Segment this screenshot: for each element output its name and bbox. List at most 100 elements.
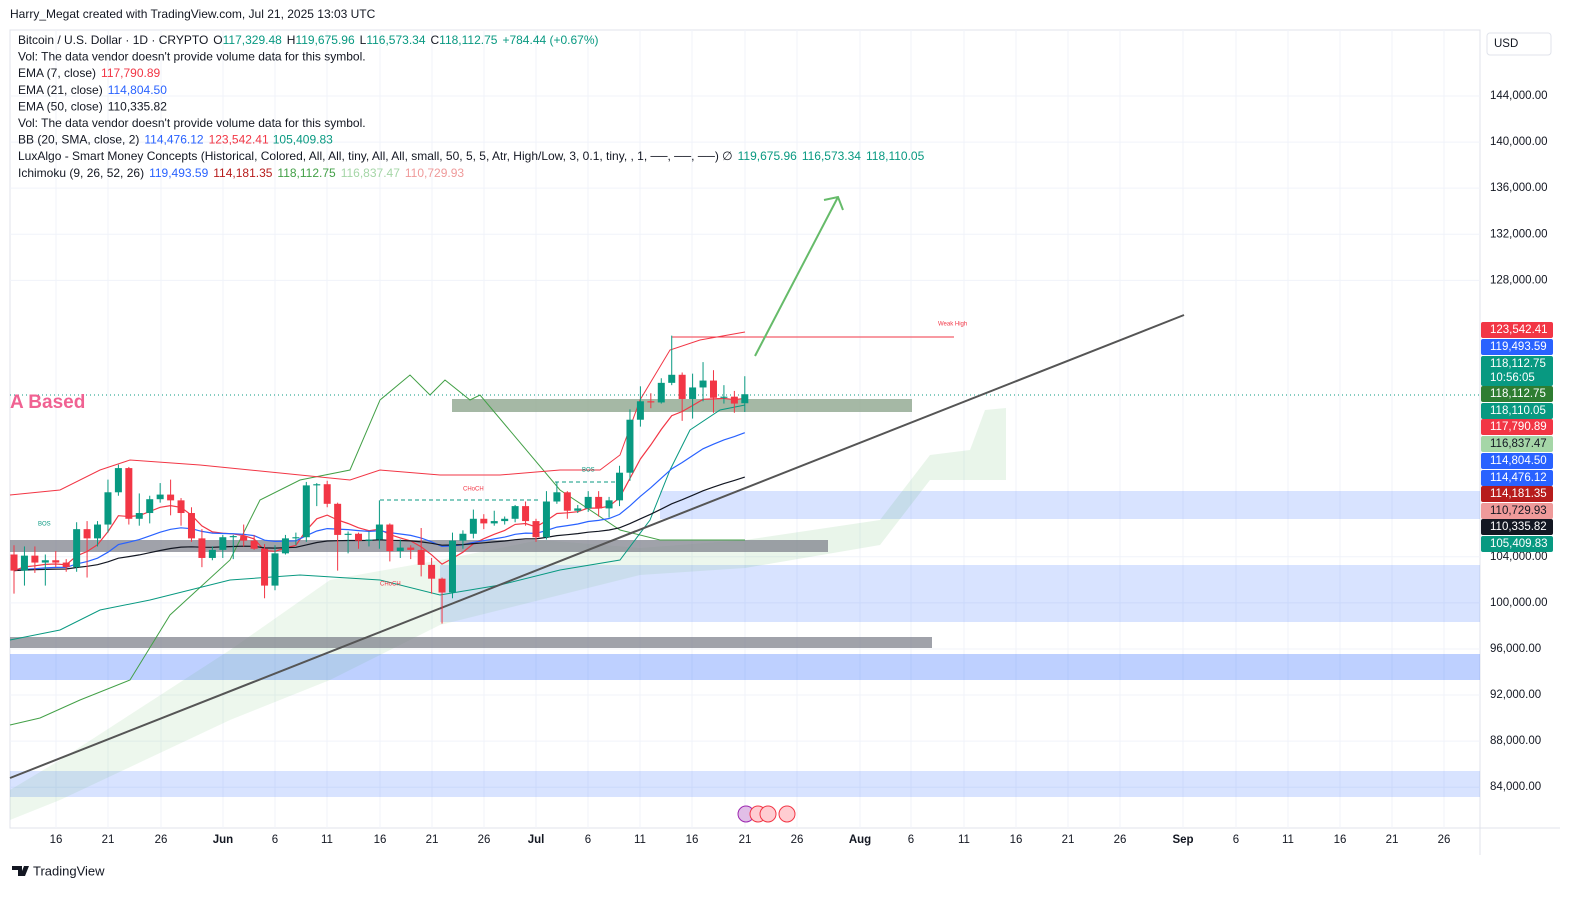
- y-tick-label: 100,000.00: [1490, 597, 1548, 609]
- candle-body: [10, 554, 18, 571]
- y-tick-label: 84,000.00: [1490, 781, 1541, 793]
- candle-body: [125, 468, 133, 519]
- candle-body: [438, 578, 446, 593]
- legend-text: 105,409.83: [273, 133, 333, 147]
- candle-body: [187, 513, 195, 539]
- legend-text: 118,110.05: [866, 149, 925, 163]
- price-label-box: [1481, 339, 1553, 355]
- candle-body: [553, 492, 561, 502]
- x-tick-label: Aug: [849, 834, 871, 846]
- candle-body: [375, 524, 383, 540]
- price-label: 118,112.75: [1490, 388, 1546, 400]
- annotation: BOS: [38, 522, 51, 528]
- y-tick-label: 144,000.00: [1490, 90, 1548, 102]
- legend-text: +784.44 (+0.67%): [502, 33, 598, 47]
- candle-body: [574, 508, 582, 511]
- price-label-box: [1481, 403, 1553, 419]
- x-tick-label: 26: [1438, 834, 1451, 846]
- legend: Bitcoin / U.S. Dollar · 1D · CRYPTO O117,…: [18, 33, 925, 180]
- legend-text: 118,112.75: [439, 33, 498, 47]
- annotation: A Based: [10, 392, 85, 413]
- brand: TradingView: [33, 863, 105, 878]
- price-label: 118,112.75: [1490, 358, 1546, 370]
- time-axis: 16 21 26 Jun 6 11 16 21 26 Jul 6 11 16 21 26 Aug 6 11 16 21…: [50, 834, 1451, 846]
- legend-text: C: [431, 33, 440, 47]
- currency-button[interactable]: [1486, 32, 1552, 56]
- candle-body: [250, 540, 258, 549]
- x-tick-label: 6: [1233, 834, 1239, 846]
- bb-upper: [9, 331, 746, 496]
- legend-line: EMA (7, close) 117,790.89: [18, 66, 161, 80]
- x-tick-label: 21: [739, 834, 752, 846]
- legend-text: 119,675.96: [295, 33, 354, 47]
- candle-body: [73, 529, 81, 568]
- y-tick-label: 92,000.00: [1490, 689, 1541, 701]
- legend-text: LuxAlgo - Smart Money Concepts (Historic…: [18, 149, 733, 163]
- candle-body: [511, 506, 519, 519]
- price-label: 110,335.82: [1490, 521, 1547, 533]
- candle-body: [344, 533, 352, 535]
- candle-body: [459, 533, 467, 541]
- legend-text: 114,476.12: [144, 133, 203, 147]
- candle-body: [501, 518, 509, 522]
- x-tick-label: 26: [791, 834, 804, 846]
- event-icons: [737, 805, 796, 823]
- legend-text: Bitcoin / U.S. Dollar · 1D · CRYPTO: [18, 33, 208, 47]
- legend-text: 116,837.47: [341, 166, 400, 180]
- x-tick-label: 26: [155, 834, 168, 846]
- candles: [10, 335, 749, 624]
- legend-line: Ichimoku (9, 26, 52, 26) 119,493.59 114,18…: [18, 166, 464, 180]
- candle-body: [584, 496, 592, 509]
- candle-body: [281, 538, 289, 554]
- candle-body: [730, 396, 738, 404]
- candle-body: [271, 553, 279, 586]
- legend-text: Ichimoku (9, 26, 52, 26): [18, 166, 144, 180]
- candle-body: [302, 485, 310, 538]
- legend-text: EMA (7, close): [18, 66, 96, 80]
- candle-body: [626, 419, 634, 473]
- y-tick-label: 140,000.00: [1490, 136, 1548, 148]
- x-tick-label: 21: [1062, 834, 1075, 846]
- currency: USD: [1494, 38, 1518, 50]
- x-tick-label: Jul: [528, 834, 545, 846]
- event-icon[interactable]: [778, 805, 796, 823]
- candle-body: [709, 380, 717, 398]
- event-icon[interactable]: [759, 805, 777, 823]
- legend-line: Vol: The data vendor doesn't provide vol…: [18, 116, 366, 130]
- candle-body: [355, 533, 363, 541]
- candle-body: [720, 396, 728, 398]
- annotation: Weak High: [938, 322, 967, 328]
- candle-body: [636, 401, 644, 420]
- legend-line: EMA (21, close) 114,804.50: [18, 83, 167, 97]
- legend-text: 117,790.89: [101, 66, 160, 80]
- legend-text: EMA (21, close): [18, 83, 103, 97]
- price-label-countdown: 10:56:05: [1490, 372, 1535, 384]
- trend-line: [9, 314, 1185, 779]
- candle-body: [616, 472, 624, 501]
- x-tick-label: 26: [478, 834, 491, 846]
- price-label: 110,729.93: [1490, 505, 1547, 517]
- price-label-box: [1481, 453, 1553, 469]
- zone: [440, 565, 1480, 622]
- y-tick-label: 88,000.00: [1490, 735, 1541, 747]
- price-label: 114,804.50: [1490, 455, 1547, 467]
- y-tick-label: 128,000.00: [1490, 274, 1548, 286]
- legend-text: 114,804.50: [108, 83, 167, 97]
- y-tick-label: 104,000.00: [1490, 551, 1548, 563]
- candle-body: [114, 468, 122, 493]
- legend-text: 119,675.96: [738, 149, 797, 163]
- support-zone: [10, 637, 932, 648]
- candle-body: [647, 401, 655, 403]
- y-tick-label: 132,000.00: [1490, 228, 1548, 240]
- x-tick-label: 11: [634, 834, 646, 846]
- x-tick-label: Jun: [213, 834, 233, 846]
- candle-body: [261, 548, 269, 586]
- zone: [10, 654, 1480, 680]
- candle-body: [542, 501, 550, 538]
- candle-body: [146, 499, 154, 514]
- x-tick-label: 6: [272, 834, 278, 846]
- candle-body: [229, 536, 237, 538]
- candle-body: [396, 547, 404, 552]
- legend-text: 114,181.35: [213, 166, 272, 180]
- price-label-box: [1481, 436, 1553, 452]
